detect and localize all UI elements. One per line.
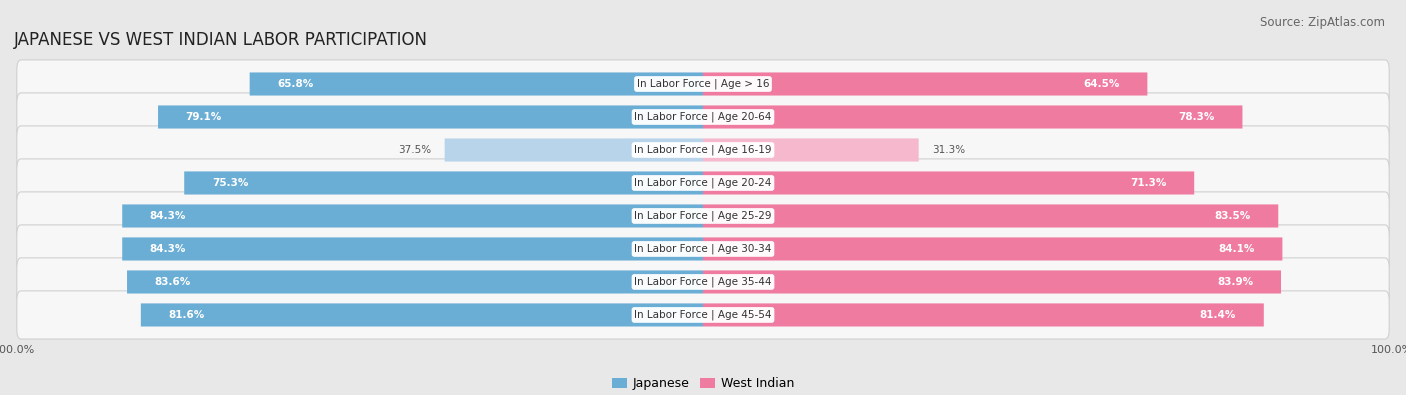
FancyBboxPatch shape xyxy=(250,72,703,96)
Text: In Labor Force | Age 20-24: In Labor Force | Age 20-24 xyxy=(634,178,772,188)
FancyBboxPatch shape xyxy=(703,138,918,162)
Text: 64.5%: 64.5% xyxy=(1084,79,1119,89)
FancyBboxPatch shape xyxy=(703,271,1281,293)
FancyBboxPatch shape xyxy=(17,93,1389,141)
FancyBboxPatch shape xyxy=(127,271,703,293)
Text: 31.3%: 31.3% xyxy=(932,145,966,155)
Text: 75.3%: 75.3% xyxy=(212,178,249,188)
FancyBboxPatch shape xyxy=(157,105,703,128)
FancyBboxPatch shape xyxy=(141,303,703,327)
Text: 78.3%: 78.3% xyxy=(1178,112,1215,122)
Text: Source: ZipAtlas.com: Source: ZipAtlas.com xyxy=(1260,16,1385,29)
Text: 83.6%: 83.6% xyxy=(155,277,191,287)
Text: 84.3%: 84.3% xyxy=(150,244,186,254)
Text: In Labor Force | Age > 16: In Labor Force | Age > 16 xyxy=(637,79,769,89)
FancyBboxPatch shape xyxy=(703,205,1278,228)
FancyBboxPatch shape xyxy=(184,171,703,194)
Text: 84.3%: 84.3% xyxy=(150,211,186,221)
Text: 81.6%: 81.6% xyxy=(169,310,205,320)
FancyBboxPatch shape xyxy=(122,237,703,261)
Text: 83.9%: 83.9% xyxy=(1218,277,1254,287)
Text: 84.1%: 84.1% xyxy=(1219,244,1254,254)
FancyBboxPatch shape xyxy=(17,126,1389,174)
Text: 65.8%: 65.8% xyxy=(277,79,314,89)
Text: 37.5%: 37.5% xyxy=(398,145,430,155)
Text: 79.1%: 79.1% xyxy=(186,112,222,122)
FancyBboxPatch shape xyxy=(703,171,1194,194)
Text: In Labor Force | Age 30-34: In Labor Force | Age 30-34 xyxy=(634,244,772,254)
FancyBboxPatch shape xyxy=(703,303,1264,327)
Legend: Japanese, West Indian: Japanese, West Indian xyxy=(606,372,800,395)
FancyBboxPatch shape xyxy=(17,291,1389,339)
Text: In Labor Force | Age 20-64: In Labor Force | Age 20-64 xyxy=(634,112,772,122)
Text: In Labor Force | Age 35-44: In Labor Force | Age 35-44 xyxy=(634,277,772,287)
FancyBboxPatch shape xyxy=(703,72,1147,96)
FancyBboxPatch shape xyxy=(17,192,1389,240)
FancyBboxPatch shape xyxy=(17,159,1389,207)
FancyBboxPatch shape xyxy=(703,105,1243,128)
FancyBboxPatch shape xyxy=(703,237,1282,261)
Text: In Labor Force | Age 45-54: In Labor Force | Age 45-54 xyxy=(634,310,772,320)
Text: 83.5%: 83.5% xyxy=(1215,211,1251,221)
FancyBboxPatch shape xyxy=(122,205,703,228)
Text: In Labor Force | Age 16-19: In Labor Force | Age 16-19 xyxy=(634,145,772,155)
FancyBboxPatch shape xyxy=(17,60,1389,108)
Text: 81.4%: 81.4% xyxy=(1199,310,1236,320)
Text: JAPANESE VS WEST INDIAN LABOR PARTICIPATION: JAPANESE VS WEST INDIAN LABOR PARTICIPAT… xyxy=(14,31,427,49)
FancyBboxPatch shape xyxy=(444,138,703,162)
FancyBboxPatch shape xyxy=(17,225,1389,273)
FancyBboxPatch shape xyxy=(17,258,1389,306)
Text: In Labor Force | Age 25-29: In Labor Force | Age 25-29 xyxy=(634,211,772,221)
Text: 71.3%: 71.3% xyxy=(1130,178,1167,188)
